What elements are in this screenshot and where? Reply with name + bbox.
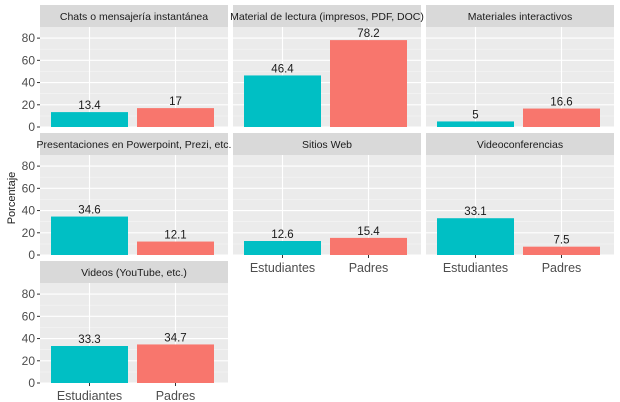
panel-4-ytick-label: 60 <box>22 181 36 195</box>
panel-3-strip <box>426 5 614 27</box>
panel-5-value-padres: 15.4 <box>357 226 380 238</box>
panel-1-ytick-label: 40 <box>22 76 36 90</box>
panel-1-ytick-label: 0 <box>28 120 35 134</box>
panel-3-bar-padres <box>523 108 600 127</box>
panel-7-xtick-label-estudiantes: Estudiantes <box>57 389 122 402</box>
panel-6-strip <box>426 133 614 155</box>
panel-3-bar-estudiantes <box>437 121 514 127</box>
panel-1-bar-padres <box>137 108 214 127</box>
panel-4-bar-padres <box>137 241 214 255</box>
panel-7-ytick-label: 60 <box>22 309 36 323</box>
panel-5-xtick-label-padres: Padres <box>349 261 389 275</box>
panel-7-strip <box>40 261 228 283</box>
panel-1-value-estudiantes: 13.4 <box>78 100 101 112</box>
panel-2-bar-estudiantes <box>244 75 321 127</box>
panel-6-title: Videoconferencias <box>477 139 563 151</box>
panel-7-value-padres: 34.7 <box>164 332 186 344</box>
panel-7-ytick-label: 40 <box>22 332 36 346</box>
panel-2-bar-padres <box>330 40 407 127</box>
panel-6-xtick-label-padres: Padres <box>542 261 582 275</box>
panel-1-ytick-label: 80 <box>22 31 36 45</box>
panel-7-ytick-label: 0 <box>28 376 35 390</box>
panel-5-bar-padres <box>330 237 407 255</box>
panel-5-xtick-label-estudiantes: Estudiantes <box>250 261 315 275</box>
panel-6-value-padres: 7.5 <box>554 235 570 247</box>
panel-7-bar-padres <box>137 344 214 383</box>
panel-7-title: Videos (YouTube, etc.) <box>81 267 187 279</box>
panel-2-value-padres: 78.2 <box>357 28 379 40</box>
panel-1-value-padres: 17 <box>169 96 182 108</box>
panel-7-ytick-label: 80 <box>22 287 36 301</box>
panel-7-bar-estudiantes <box>51 346 128 383</box>
panel-4-value-estudiantes: 34.6 <box>78 205 100 217</box>
panel-4-ytick-label: 40 <box>22 204 36 218</box>
panel-7-xtick-label-padres: Padres <box>156 389 196 402</box>
panel-4-value-padres: 12.1 <box>164 230 186 242</box>
panel-1-title: Chats o mensajería instantánea <box>60 11 208 23</box>
panel-7-value-estudiantes: 33.3 <box>78 334 100 346</box>
panel-6-xtick-label-estudiantes: Estudiantes <box>443 261 508 275</box>
panel-4-strip <box>40 133 228 155</box>
panel-4-title: Presentaciones en Powerpoint, Prezi, etc… <box>37 139 232 151</box>
panel-1-ytick-label: 20 <box>22 98 36 112</box>
panel-1-strip <box>40 5 228 27</box>
panel-4-ytick-label: 20 <box>22 226 36 240</box>
panel-5-bar-estudiantes <box>244 241 321 255</box>
panel-5-value-estudiantes: 12.6 <box>271 229 293 241</box>
panel-2-strip <box>233 5 421 27</box>
panel-1-ytick-label: 60 <box>22 53 36 67</box>
panel-6-bar-estudiantes <box>437 218 514 255</box>
panel-1-bar-estudiantes <box>51 112 128 127</box>
panel-6-bar-padres <box>523 246 600 255</box>
panel-5-title: Sitios Web <box>302 139 352 151</box>
panel-6-value-estudiantes: 33.1 <box>464 206 486 218</box>
panel-3-value-padres: 16.6 <box>550 97 572 109</box>
panel-4-bar-estudiantes <box>51 216 128 255</box>
panel-7-ytick-label: 20 <box>22 354 36 368</box>
y-axis-label: Porcentaje <box>6 172 18 225</box>
panel-4-ytick-label: 0 <box>28 248 35 262</box>
panel-4-ytick-label: 80 <box>22 159 36 173</box>
panel-2-value-estudiantes: 46.4 <box>271 63 294 75</box>
panel-2-title: Material de lectura (impresos, PDF, DOC) <box>230 11 424 23</box>
panel-3-value-estudiantes: 5 <box>472 109 478 121</box>
panel-5-strip <box>233 133 421 155</box>
panel-3-title: Materiales interactivos <box>468 11 572 23</box>
